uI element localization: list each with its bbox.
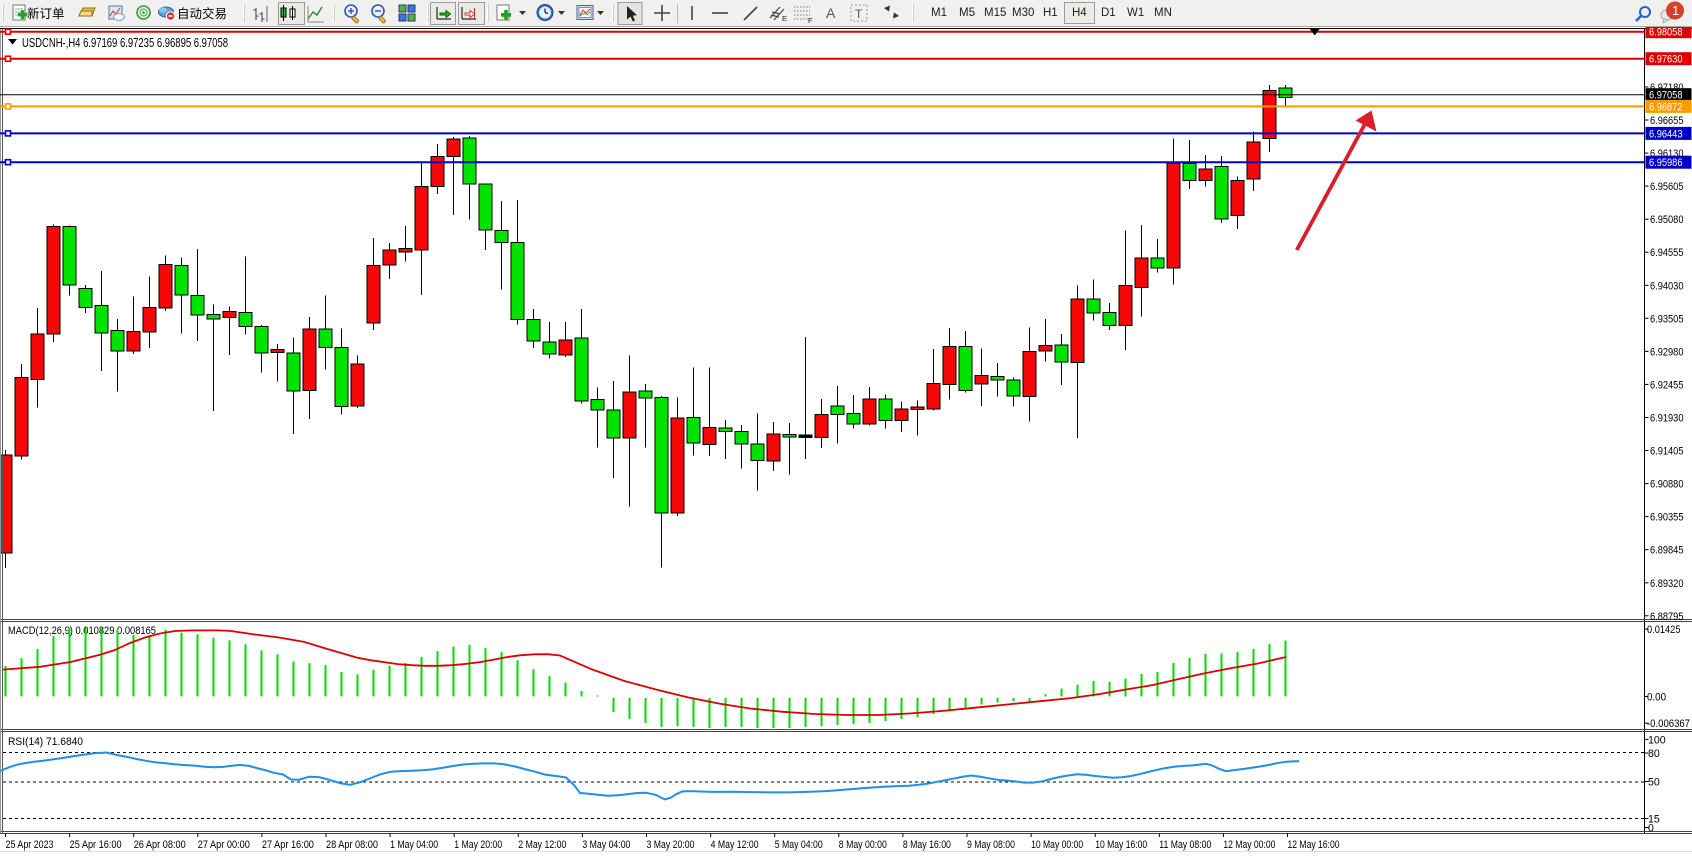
- svg-text:8 May 16:00: 8 May 16:00: [903, 839, 951, 851]
- svg-text:12 May 16:00: 12 May 16:00: [1288, 839, 1340, 851]
- svg-text:15: 15: [1648, 814, 1660, 826]
- svg-text:28 Apr 08:00: 28 Apr 08:00: [326, 839, 378, 851]
- svg-text:6.91405: 6.91405: [1650, 446, 1684, 458]
- svg-text:80: 80: [1648, 748, 1660, 760]
- svg-text:1 May 20:00: 1 May 20:00: [454, 839, 502, 851]
- svg-text:1 May 04:00: 1 May 04:00: [390, 839, 438, 851]
- svg-text:USDCNH-,H4 6.97169 6.97235 6.: USDCNH-,H4 6.97169 6.97235 6.96895 6.970…: [22, 36, 228, 50]
- svg-text:10 May 00:00: 10 May 00:00: [1031, 839, 1083, 851]
- svg-text:6.92455: 6.92455: [1650, 379, 1684, 391]
- svg-text:E: E: [782, 14, 787, 23]
- svg-text:A: A: [826, 5, 836, 21]
- svg-text:3 May 20:00: 3 May 20:00: [647, 839, 695, 851]
- svg-text:25 Apr 16:00: 25 Apr 16:00: [70, 839, 122, 851]
- svg-text:27 Apr 00:00: 27 Apr 00:00: [198, 839, 250, 851]
- svg-text:3 May 04:00: 3 May 04:00: [582, 839, 630, 851]
- svg-text:6.88795: 6.88795: [1650, 611, 1684, 623]
- svg-text:6.89320: 6.89320: [1650, 578, 1684, 590]
- svg-text:6.90355: 6.90355: [1650, 512, 1684, 524]
- svg-text:50: 50: [1648, 777, 1660, 789]
- svg-text:6.95605: 6.95605: [1650, 181, 1684, 193]
- svg-text:4 May 12:00: 4 May 12:00: [711, 839, 759, 851]
- svg-text:8 May 00:00: 8 May 00:00: [839, 839, 887, 851]
- svg-text:新订单: 新订单: [27, 6, 65, 21]
- svg-text:MACD(12,26,9) 0.010829 0.00816: MACD(12,26,9) 0.010829 0.008165: [8, 625, 156, 637]
- svg-text:6.93505: 6.93505: [1650, 313, 1684, 325]
- svg-text:6.95986: 6.95986: [1649, 157, 1683, 169]
- svg-text:10 May 16:00: 10 May 16:00: [1095, 839, 1147, 851]
- svg-text:6.96872: 6.96872: [1649, 101, 1683, 113]
- svg-text:6.96655: 6.96655: [1650, 115, 1684, 127]
- svg-text:1: 1: [1672, 3, 1679, 18]
- svg-text:6.98058: 6.98058: [1649, 27, 1683, 39]
- svg-text:6.91930: 6.91930: [1650, 413, 1684, 425]
- svg-text:RSI(14) 71.6840: RSI(14) 71.6840: [8, 736, 83, 748]
- svg-text:6.97058: 6.97058: [1649, 90, 1683, 102]
- svg-text:27 Apr 16:00: 27 Apr 16:00: [262, 839, 314, 851]
- svg-text:6.94555: 6.94555: [1650, 247, 1684, 259]
- svg-text:2 May 12:00: 2 May 12:00: [518, 839, 566, 851]
- svg-text:-0.006367: -0.006367: [1647, 718, 1690, 730]
- svg-text:6.96443: 6.96443: [1649, 128, 1683, 140]
- svg-text:6.90880: 6.90880: [1650, 479, 1684, 491]
- svg-text:6.92980: 6.92980: [1650, 346, 1684, 358]
- svg-text:9 May 08:00: 9 May 08:00: [967, 839, 1015, 851]
- svg-text:5 May 04:00: 5 May 04:00: [775, 839, 823, 851]
- svg-text:26 Apr 08:00: 26 Apr 08:00: [134, 839, 186, 851]
- svg-text:0.01425: 0.01425: [1647, 624, 1681, 636]
- svg-text:T: T: [855, 7, 863, 21]
- svg-text:0.00: 0.00: [1647, 692, 1666, 704]
- svg-text:6.95080: 6.95080: [1650, 214, 1684, 226]
- svg-text:6.89845: 6.89845: [1650, 545, 1684, 557]
- svg-text:自动交易: 自动交易: [177, 6, 227, 21]
- svg-text:25 Apr 2023: 25 Apr 2023: [6, 839, 54, 851]
- svg-text:F: F: [808, 16, 813, 25]
- svg-text:12 May 00:00: 12 May 00:00: [1223, 839, 1275, 851]
- svg-text:0: 0: [1648, 823, 1654, 835]
- svg-text:6.97630: 6.97630: [1649, 54, 1683, 66]
- svg-text:100: 100: [1648, 734, 1666, 746]
- svg-text:6.94030: 6.94030: [1650, 280, 1684, 292]
- svg-text:11 May 08:00: 11 May 08:00: [1159, 839, 1211, 851]
